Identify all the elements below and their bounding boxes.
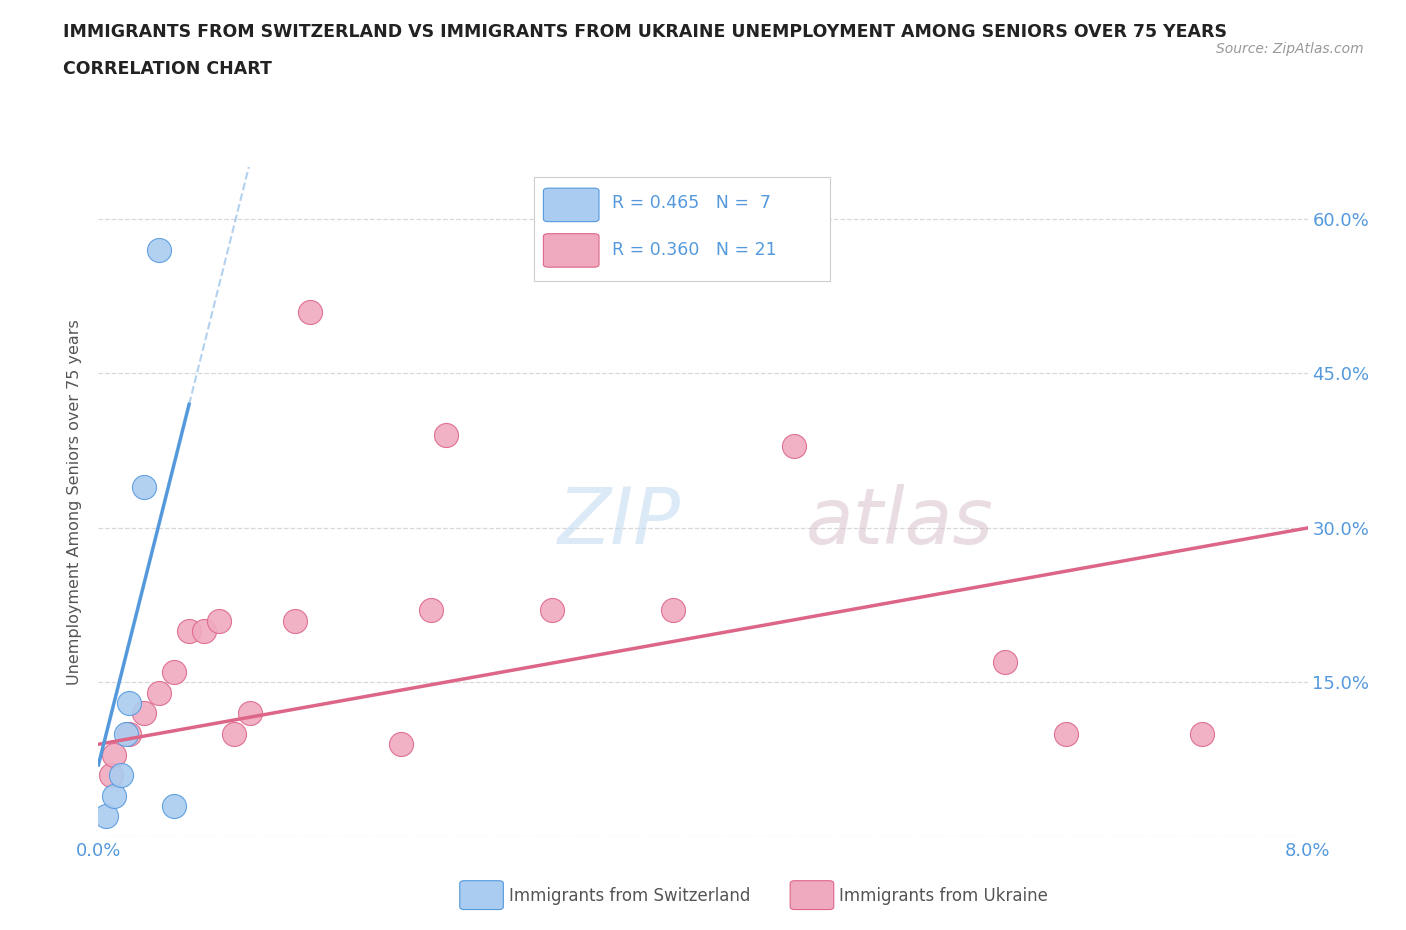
Point (103, 747, 125, 762)
Point (114, 726, 136, 741)
Point (994, 655, 1017, 670)
Point (541, 603, 564, 618)
Point (103, 789, 125, 804)
Text: ZIP: ZIP (558, 485, 681, 560)
Point (239, 706, 262, 721)
FancyBboxPatch shape (460, 881, 503, 910)
Text: Source: ZipAtlas.com: Source: ZipAtlas.com (1216, 42, 1364, 56)
Point (148, 685, 170, 700)
Point (224, 726, 246, 741)
Point (420, 603, 443, 618)
Text: R = 0.360   N = 21: R = 0.360 N = 21 (613, 241, 778, 259)
Point (118, 696, 141, 711)
FancyBboxPatch shape (543, 233, 599, 267)
Text: IMMIGRANTS FROM SWITZERLAND VS IMMIGRANTS FROM UKRAINE UNEMPLOYMENT AMONG SENIOR: IMMIGRANTS FROM SWITZERLAND VS IMMIGRANT… (63, 23, 1227, 41)
Text: Immigrants from Ukraine: Immigrants from Ukraine (839, 886, 1049, 905)
Point (110, 768, 132, 783)
Point (148, 243, 170, 258)
Point (163, 799, 186, 814)
Point (434, 428, 457, 443)
Text: Immigrants from Switzerland: Immigrants from Switzerland (509, 886, 751, 905)
Point (1191, 726, 1213, 741)
Point (783, 438, 806, 453)
Point (284, 613, 307, 628)
Point (299, 304, 322, 319)
Point (100, 768, 122, 783)
Point (662, 603, 685, 618)
Point (132, 706, 155, 721)
Point (1054, 726, 1077, 741)
Point (193, 623, 215, 638)
FancyBboxPatch shape (534, 178, 830, 281)
Text: CORRELATION CHART: CORRELATION CHART (63, 60, 273, 78)
FancyBboxPatch shape (543, 188, 599, 221)
Point (118, 726, 141, 741)
Y-axis label: Unemployment Among Seniors over 75 years: Unemployment Among Seniors over 75 years (67, 319, 83, 685)
Point (389, 737, 412, 751)
FancyBboxPatch shape (790, 881, 834, 910)
Text: atlas: atlas (806, 485, 994, 560)
Point (208, 613, 231, 628)
Point (94, 809, 117, 824)
Text: R = 0.465   N =  7: R = 0.465 N = 7 (613, 193, 772, 212)
Point (132, 479, 155, 494)
Point (163, 665, 186, 680)
Point (179, 623, 201, 638)
